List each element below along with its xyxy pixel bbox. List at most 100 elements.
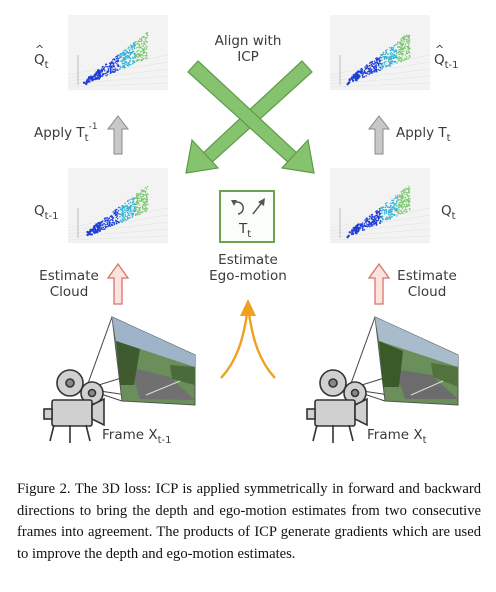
cloud-point <box>111 224 113 227</box>
cloud-point <box>390 209 392 212</box>
cloud-point <box>119 66 122 69</box>
cloud-point <box>100 224 102 226</box>
cloud-point <box>361 222 364 224</box>
cloud-point <box>122 59 125 62</box>
cloud-point <box>124 58 126 61</box>
cloud-point <box>398 50 401 53</box>
cloud-point <box>129 57 131 60</box>
cloud-point <box>126 50 128 53</box>
cloud-point <box>144 39 147 41</box>
cloud-point <box>371 225 373 228</box>
cloud-point <box>404 207 407 209</box>
cloud-point <box>140 50 143 53</box>
cloud-point <box>140 199 143 201</box>
cloud-point <box>393 44 395 47</box>
cloud-point <box>141 205 144 207</box>
cloud-point <box>402 205 404 208</box>
cloud-point <box>142 49 145 52</box>
cloud-point <box>144 57 147 59</box>
cloud-point <box>371 69 373 71</box>
cloud-point <box>362 76 364 79</box>
figure-caption: Figure 2. The 3D loss: ICP is applied sy… <box>17 481 481 562</box>
cloud-point <box>107 219 110 221</box>
cloud-point <box>398 201 400 204</box>
cloud-point <box>385 64 387 67</box>
cloud-point <box>395 195 397 198</box>
cloud-point <box>122 216 124 218</box>
cloud-point <box>129 59 131 62</box>
cloud-point <box>375 223 378 225</box>
transform-label: Tt <box>239 221 252 240</box>
cloud-point <box>408 37 410 39</box>
cloud-point <box>355 79 358 82</box>
cloud-point <box>371 224 374 226</box>
cloud-point <box>397 51 399 53</box>
cloud-point <box>404 196 407 198</box>
cloud-point <box>123 207 126 209</box>
cloud-point <box>401 190 404 193</box>
cloud-point <box>124 214 127 216</box>
cloud-point <box>347 81 350 85</box>
cloud-point <box>389 205 392 208</box>
cloud-point <box>404 38 406 41</box>
cloud-point <box>365 68 368 70</box>
cloud-point <box>385 52 388 54</box>
cloud-point <box>100 68 103 70</box>
cloud-point <box>88 230 91 233</box>
cloud-point <box>406 193 408 196</box>
cloud-point <box>384 50 387 52</box>
cloud-point <box>119 215 121 218</box>
cloud-point <box>128 202 130 205</box>
cloud-point <box>390 213 392 215</box>
cloud-point <box>381 59 383 61</box>
cloud-point <box>139 207 142 209</box>
cloud-point <box>395 43 397 46</box>
cloud-point <box>113 58 115 60</box>
cloud-point <box>406 46 409 48</box>
cloud-point <box>390 54 392 56</box>
cloud-point <box>146 36 148 39</box>
cloud-point <box>400 46 403 48</box>
cloud-point <box>101 69 103 72</box>
cloud-point <box>386 206 389 208</box>
cloud-point <box>124 55 127 58</box>
road-image-right <box>374 316 459 406</box>
label-q-hat-t-1: Qt-1 <box>434 42 459 71</box>
cloud-point <box>127 214 130 216</box>
arrow-to-right-panel <box>187 60 315 174</box>
cloud-point <box>139 204 141 206</box>
cloud-point <box>403 57 406 60</box>
cloud-point <box>385 60 387 63</box>
cloud-point <box>123 49 125 52</box>
cloud-point <box>407 48 409 50</box>
cloud-point <box>400 201 403 203</box>
cloud-point <box>375 66 378 69</box>
cloud-point <box>90 233 93 236</box>
cloud-point <box>117 64 120 66</box>
cloud-point <box>385 56 388 59</box>
cloud-point <box>146 185 149 188</box>
cloud-point <box>129 44 132 47</box>
cloud-point <box>404 205 406 208</box>
cloud-point <box>406 40 408 43</box>
cloud-point <box>146 201 149 203</box>
cloud-point <box>395 200 398 203</box>
cloud-point <box>125 61 128 64</box>
cloud-point <box>121 62 124 65</box>
cloud-point <box>397 207 399 210</box>
cloud-point <box>394 204 397 206</box>
camera-left <box>43 316 196 443</box>
cloud-point <box>379 69 381 71</box>
cloud-point <box>347 234 350 237</box>
cloud-point <box>390 208 393 211</box>
cloud-point <box>127 55 130 58</box>
cloud-point <box>386 202 388 204</box>
cloud-point <box>111 70 114 72</box>
cloud-point <box>356 226 360 230</box>
cloud-point <box>142 55 144 57</box>
cloud-point <box>138 207 140 209</box>
cloud-point <box>398 56 400 58</box>
cloud-point <box>143 207 146 210</box>
cloud-point <box>371 216 374 218</box>
point-cloud-icon <box>68 185 168 243</box>
